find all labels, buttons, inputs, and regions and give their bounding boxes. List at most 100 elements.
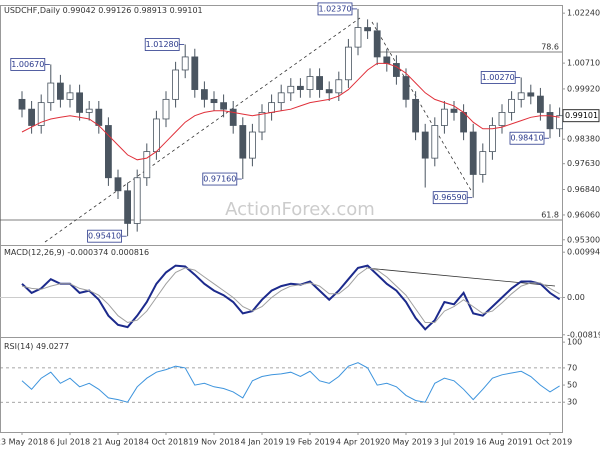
candle-body [277,92,285,104]
candle-body [527,92,535,97]
candle-body [287,85,295,94]
candle-body [85,108,93,113]
annotation-label: 0.96590 [434,193,467,202]
symbol: USDCHF,Daily [4,6,60,15]
y-tick-label: 50 [567,381,577,390]
y-tick-label: 100 [567,338,582,347]
fib-label: 61.8 [541,211,559,220]
candle-body [508,98,516,113]
candle-body [162,98,170,120]
candle-body [248,131,256,159]
last-price-box [562,109,600,123]
annotation-label: 1.02370 [318,4,351,13]
candle-body [412,98,420,133]
annotation-label: 1.00670 [11,60,44,69]
annotation-box [317,2,353,16]
candle-body [354,27,362,48]
series-line [21,264,561,331]
x-tick-label: 21 Aug 2018 [92,438,143,447]
candle-body [325,89,333,94]
x-tick-label: 23 May 2018 [0,438,48,447]
candle-body [191,56,199,90]
candle-body [364,27,372,32]
y-tick-label: 30 [567,398,577,407]
annotation-label: 1.01280 [146,40,179,49]
y-tick-label: 0.96060 [567,210,600,219]
last-close: 0.99101 [170,6,203,15]
annotation-box [144,38,180,51]
candle-body [537,95,544,113]
macd-trendline [365,267,556,287]
y-tick-label: 1.00710 [567,59,600,68]
rsi-readout: 49.0277 [36,342,69,351]
rsi-title: RSI(14) [4,342,33,351]
candle-body [268,102,276,113]
rsi-header: RSI(14) 49.0277 [4,342,69,351]
candle-body [143,151,151,179]
annotation-box [509,131,545,145]
y-tick-label: 70 [567,363,577,372]
annotation-label: 0.97160 [203,175,236,184]
fib-label: 78.6 [541,43,559,52]
x-tick-label: 16 Aug 2019 [476,438,527,447]
candle-body [556,115,563,130]
candle-body [152,118,160,153]
annotation-label: 0.95410 [88,232,121,241]
candle-body [37,102,45,126]
candle-body [392,63,400,77]
last-open: 0.99042 [63,6,96,15]
annotation-box [480,71,516,84]
candle-body [57,82,64,100]
y-tick-label: -0.008193 [567,330,600,339]
candle-body [488,125,496,153]
y-tick-label: 0.99920 [567,84,600,93]
series-line [21,62,560,161]
candle-body [517,92,525,100]
y-tick-label: 0.00994 [567,248,600,257]
annotation-box [202,172,238,186]
annotation-box [87,229,122,243]
y-tick-label: 1.02240 [567,9,600,18]
last-price-label: 0.99101 [565,111,598,120]
y-tick-label: 0.00 [567,293,585,302]
last-high: 0.99126 [98,6,131,15]
candle-body [95,108,103,126]
candle-body [18,98,26,110]
signal-readout: 0.000816 [111,248,149,257]
macd-header: MACD(12,26,9) -0.000374 0.000816 [4,248,149,257]
x-tick-label: 6 Jul 2018 [50,438,90,447]
trendline [44,17,361,243]
x-tick-label: 4 Jan 2019 [241,438,284,447]
y-tick-label: 0.96840 [567,185,600,194]
annotation-box [10,58,46,71]
candle-body [335,79,343,94]
candle-body [402,76,410,100]
candle-body [200,89,208,100]
candle-body [258,112,266,133]
watermark: ActionForex.com [225,199,375,220]
x-tick-label: 20 May 2019 [380,438,432,447]
candle-body [124,190,131,224]
candle-body [546,112,554,130]
candle-body [421,131,429,159]
candle-body [440,108,448,126]
candle-body [105,125,112,179]
candle-body [431,125,439,159]
candle-body [498,112,506,126]
annotation-label: 1.00270 [482,73,515,82]
annotation-label: 0.98410 [510,134,543,143]
candle-body [229,108,237,126]
y-tick-label: 0.97630 [567,159,600,168]
y-tick-label: 0.95300 [567,235,600,244]
candle-body [220,102,228,110]
candle-body [76,92,83,113]
candle-body [373,30,381,58]
trendline [371,21,473,193]
candle-body [344,46,352,81]
y-tick-label: 0.98380 [567,135,600,144]
candle-body [28,108,36,126]
candle-body [316,76,324,90]
candle-body [296,85,304,90]
x-tick-label: 1 Oct 2019 [528,438,572,447]
